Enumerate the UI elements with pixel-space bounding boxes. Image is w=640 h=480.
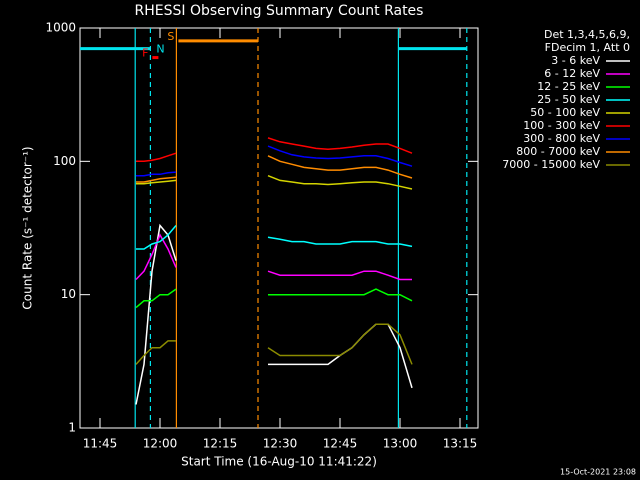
flag-label: F [142,47,148,60]
legend-label: 300 - 800 keV [523,132,600,145]
series-line [136,155,413,183]
x-tick-label: 13:00 [383,437,418,451]
series-line [136,137,413,163]
legend-label: 100 - 300 keV [523,119,600,132]
flag-label: S [167,30,174,43]
y-axis-label: Count Rate (s⁻¹ detector⁻¹) [21,146,35,309]
y-tick-label: 1000 [45,21,76,35]
x-tick-label: 11:45 [83,437,118,451]
legend-label: 6 - 12 keV [544,67,600,80]
legend-label: 50 - 100 keV [530,106,600,119]
legend-label: 800 - 7000 keV [516,145,600,158]
series-line [135,288,413,309]
legend-label: 7000 - 15000 keV [502,158,600,171]
legend-label: 25 - 50 keV [537,93,600,106]
x-tick-label: 12:15 [203,437,238,451]
legend-label: 3 - 6 keV [551,54,600,67]
y-tick-label: 1 [68,421,76,435]
y-tick-label: 10 [61,287,76,301]
legend-label: 12 - 25 keV [537,80,600,93]
plot-frame [79,27,479,429]
series-line [136,145,413,177]
legend-header: FDecim 1, Att 0 [545,41,630,54]
flag-label: N [156,43,164,56]
x-tick-label: 12:30 [263,437,298,451]
series-line [135,323,413,365]
x-tick-label: 13:15 [443,437,478,451]
series-line [135,233,412,281]
legend-header: Det 1,3,4,5,6,9, [544,28,630,41]
chart-title: RHESSI Observing Summary Count Rates [135,3,424,19]
x-tick-label: 12:00 [143,437,178,451]
y-tick-label: 100 [53,154,76,168]
series-line [135,223,413,405]
series-line [136,175,413,190]
series-line [136,225,413,250]
footer: 15-Oct-2021 23:08 [560,468,636,477]
x-tick-label: 12:45 [323,437,358,451]
x-axis-label: Start Time (16-Aug-10 11:41:22) [181,455,377,469]
